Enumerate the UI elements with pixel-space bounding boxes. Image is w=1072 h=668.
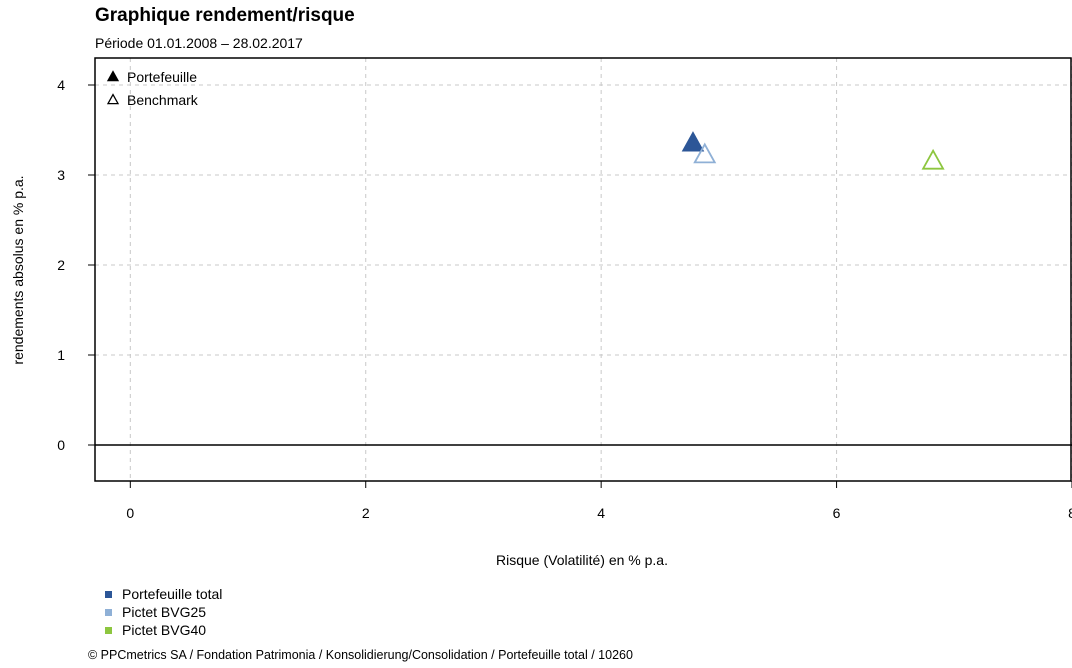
series-swatch [105,608,112,616]
chart-subtitle: Période 01.01.2008 – 28.02.2017 [95,35,303,51]
series-swatch [105,626,112,634]
series-legend-label: Portefeuille total [122,586,223,602]
x-tick-label: 6 [833,505,841,521]
marker-legend-label: Benchmark [127,92,199,108]
y-tick-label: 2 [57,257,65,273]
x-tick-label: 8 [1068,505,1072,521]
x-axis-label: Risque (Volatilité) en % p.a. [496,552,668,568]
x-tick-label: 2 [362,505,370,521]
copyright-footer: © PPCmetrics SA / Fondation Patrimonia /… [88,648,633,662]
series-legend-label: Pictet BVG25 [122,604,207,620]
x-tick-label: 0 [126,505,134,521]
series-legend-label: Pictet BVG40 [122,622,207,638]
series-legend-item: Pictet BVG25 [105,603,222,621]
y-tick-label: 0 [57,437,65,453]
y-tick-label: 1 [57,347,65,363]
y-tick-label: 4 [57,77,65,93]
y-tick-label: 3 [57,167,65,183]
portfolio-point [681,131,705,152]
series-legend-item: Pictet BVG40 [105,621,222,639]
series-swatch [105,590,112,598]
benchmark-point [693,142,717,164]
plot-frame [94,57,1072,482]
legend-open-triangle [106,93,120,105]
legend-filled-triangle [106,70,120,82]
x-tick-label: 4 [597,505,605,521]
marker-legend-label: Portefeuille [127,69,197,85]
series-legend-item: Portefeuille total [105,585,222,603]
benchmark-point [921,148,945,170]
chart-title: Graphique rendement/risque [95,5,355,26]
series-legend: Portefeuille total Pictet BVG25 Pictet B… [105,585,222,639]
